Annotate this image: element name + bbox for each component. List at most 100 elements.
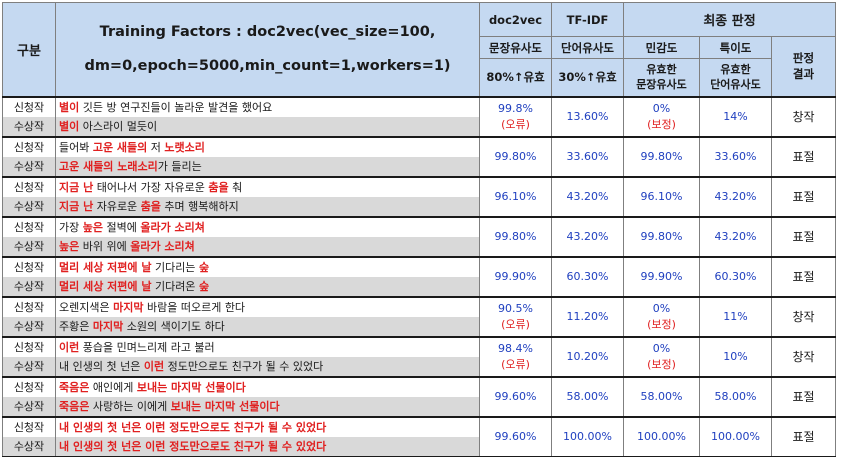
table-row: 수상작 별이 아스라이 멀듯이 xyxy=(2,116,836,137)
highlighted-text: 고운 새들의 xyxy=(92,141,148,154)
award-work-text: 죽음은 사랑하는 이에게 보내는 마지막 선물이다 xyxy=(55,396,480,417)
sensitivity-value: 96.10% xyxy=(623,175,700,217)
highlighted-text: 마지막 xyxy=(92,320,124,333)
row-label-award: 수상작 xyxy=(2,396,56,417)
tfidf-value: 58.00% xyxy=(551,375,624,417)
doc2vec-value: 99.8% (오류) xyxy=(479,95,552,137)
results-table-body: 신청작 별이 깃든 방 연구진들이 놀라운 발견을 했어요 99.8% (오류) 13.… xyxy=(2,95,836,457)
award-work-text: 지금 난 자유로운 춤을 추며 행복해하지 xyxy=(55,196,480,217)
header-doc2vec-threshold: 80%↑유효 xyxy=(479,58,552,97)
sensitivity-value: 99.90% xyxy=(623,255,700,297)
header-word-similarity: 단어유사도 xyxy=(551,36,624,59)
specificity-value: 10% xyxy=(699,335,772,377)
results-table-container: 구분 Training Factors : doc2vec(vec_size=1… xyxy=(2,2,836,457)
plain-text: 춰 xyxy=(228,181,243,194)
highlighted-text: 춤을 xyxy=(208,181,229,194)
tfidf-value: 13.60% xyxy=(551,95,624,137)
results-table: 구분 Training Factors : doc2vec(vec_size=1… xyxy=(2,2,836,457)
plain-text: 아스라이 멀듯이 xyxy=(79,120,158,133)
specificity-value: 100.00% xyxy=(699,415,772,457)
header-tfidf-threshold: 30%↑유효 xyxy=(551,58,624,97)
doc2vec-value: 99.90% xyxy=(479,255,552,297)
tfidf-value: 43.20% xyxy=(551,215,624,257)
highlighted-text: 멀리 세상 저편에 날 xyxy=(59,280,152,293)
highlighted-text: 높은 xyxy=(59,240,80,253)
header-judgement-result: 판정 결과 xyxy=(771,36,836,97)
plain-text: 풍습을 민며느리제 라고 불러 xyxy=(79,341,215,354)
header-sentence-similarity: 문장유사도 xyxy=(479,36,552,59)
plain-text: 기다리는 xyxy=(151,261,199,274)
table-row: 수상작 고운 새들의 노래소리가 들리는 xyxy=(2,156,836,177)
training-factors-line2: dm=0,epoch=5000,min_count=1,workers=1) xyxy=(84,58,451,75)
sensitivity-value: 99.80% xyxy=(623,215,700,257)
award-work-text: 멀리 세상 저편에 날 기다려온 숲 xyxy=(55,276,480,297)
award-work-text: 고운 새들의 노래소리가 들리는 xyxy=(55,156,480,177)
specificity-value: 43.20% xyxy=(699,175,772,217)
specificity-value: 33.60% xyxy=(699,135,772,177)
table-row: 수상작 내 인생의 첫 넌은 이런 정도만으로도 친구가 될 수 있었다 xyxy=(2,356,836,377)
plain-text: 바람을 떠오르게 한다 xyxy=(143,301,246,314)
sensitivity-value-text: 0% xyxy=(652,301,671,315)
specificity-value: 11% xyxy=(699,295,772,337)
new-work-text: 이런 풍습을 민며느리제 라고 불러 xyxy=(55,335,480,357)
doc2vec-note: (오류) xyxy=(501,117,530,131)
judgement-result: 표절 xyxy=(771,175,836,217)
judgement-result: 표절 xyxy=(771,215,836,257)
highlighted-text: 숲 xyxy=(198,280,210,293)
plain-text: 가 들리는 xyxy=(157,160,202,173)
table-row: 신청작 죽음은 애인에게 보내는 마지막 선물이다 99.60% 58.00% 58.0… xyxy=(2,375,836,417)
judgement-result: 창작 xyxy=(771,95,836,137)
highlighted-text: 숲 xyxy=(198,261,210,274)
row-label-award: 수상작 xyxy=(2,356,56,377)
judgement-result: 표절 xyxy=(771,415,836,457)
tfidf-value: 10.20% xyxy=(551,335,624,377)
plain-text: 기다려온 xyxy=(151,280,199,293)
table-row: 수상작 내 인생의 첫 넌은 이런 정도만으로도 친구가 될 수 있었다 xyxy=(2,436,836,457)
plain-text: 절벽에 xyxy=(103,221,141,234)
sensitivity-note: (보정) xyxy=(647,357,676,371)
specificity-value: 60.30% xyxy=(699,255,772,297)
new-work-text: 내 인생의 첫 넌은 이런 정도만으로도 친구가 될 수 있었다 xyxy=(55,415,480,437)
doc2vec-value-text: 98.4% xyxy=(498,341,533,355)
sensitivity-value: 0% (보정) xyxy=(623,95,700,137)
doc2vec-value: 90.5% (오류) xyxy=(479,295,552,337)
sensitivity-value-text: 99.80% xyxy=(640,229,683,243)
judgement-result: 창작 xyxy=(771,295,836,337)
award-work-text: 주황은 마지막 소원의 색이기도 하다 xyxy=(55,316,480,337)
judgement-result: 표절 xyxy=(771,135,836,177)
sensitivity-value-text: 0% xyxy=(652,101,671,115)
row-label-new: 신청작 xyxy=(2,215,56,237)
tfidf-value: 60.30% xyxy=(551,255,624,297)
specificity-value: 14% xyxy=(699,95,772,137)
doc2vec-value: 99.80% xyxy=(479,135,552,177)
table-row: 수상작 지금 난 자유로운 춤을 추며 행복해하지 xyxy=(2,196,836,217)
header-gubun: 구분 xyxy=(2,2,56,97)
specificity-value: 43.20% xyxy=(699,215,772,257)
plain-text: 들어봐 xyxy=(59,141,93,154)
award-work-text: 높은 바위 위에 올라가 소리쳐 xyxy=(55,236,480,257)
header-tfidf: TF-IDF xyxy=(551,2,624,37)
new-work-text: 지금 난 태어나서 가장 자유로운 춤을 춰 xyxy=(55,175,480,197)
doc2vec-value-text: 99.60% xyxy=(494,389,537,403)
doc2vec-value: 96.10% xyxy=(479,175,552,217)
table-row: 신청작 들어봐 고운 새들의 저 노랫소리 99.80% 33.60% 99.80% 33… xyxy=(2,135,836,177)
table-row: 신청작 별이 깃든 방 연구진들이 놀라운 발견을 했어요 99.8% (오류) 13.… xyxy=(2,95,836,137)
highlighted-text: 노랫소리 xyxy=(164,141,205,154)
sensitivity-value-text: 58.00% xyxy=(640,389,683,403)
highlighted-text: 이런 xyxy=(59,341,80,354)
table-row: 수상작 멀리 세상 저편에 날 기다려온 숲 xyxy=(2,276,836,297)
row-label-award: 수상작 xyxy=(2,236,56,257)
row-label-new: 신청작 xyxy=(2,415,56,437)
training-factors-line1: Training Factors : doc2vec(vec_size=100, xyxy=(99,24,436,41)
doc2vec-value-text: 99.8% xyxy=(498,101,533,115)
row-label-new: 신청작 xyxy=(2,255,56,277)
row-label-new: 신청작 xyxy=(2,135,56,157)
doc2vec-value-text: 90.5% xyxy=(498,301,533,315)
plain-text: 애인에게 xyxy=(89,381,137,394)
highlighted-text: 별이 xyxy=(59,101,80,114)
row-label-award: 수상작 xyxy=(2,116,56,137)
plain-text: 내 인생의 첫 넌은 xyxy=(59,360,144,373)
judgement-result-line2: 결과 xyxy=(792,67,815,82)
table-row: 수상작 죽음은 사랑하는 이에게 보내는 마지막 선물이다 xyxy=(2,396,836,417)
sensitivity-value-text: 99.90% xyxy=(640,269,683,283)
